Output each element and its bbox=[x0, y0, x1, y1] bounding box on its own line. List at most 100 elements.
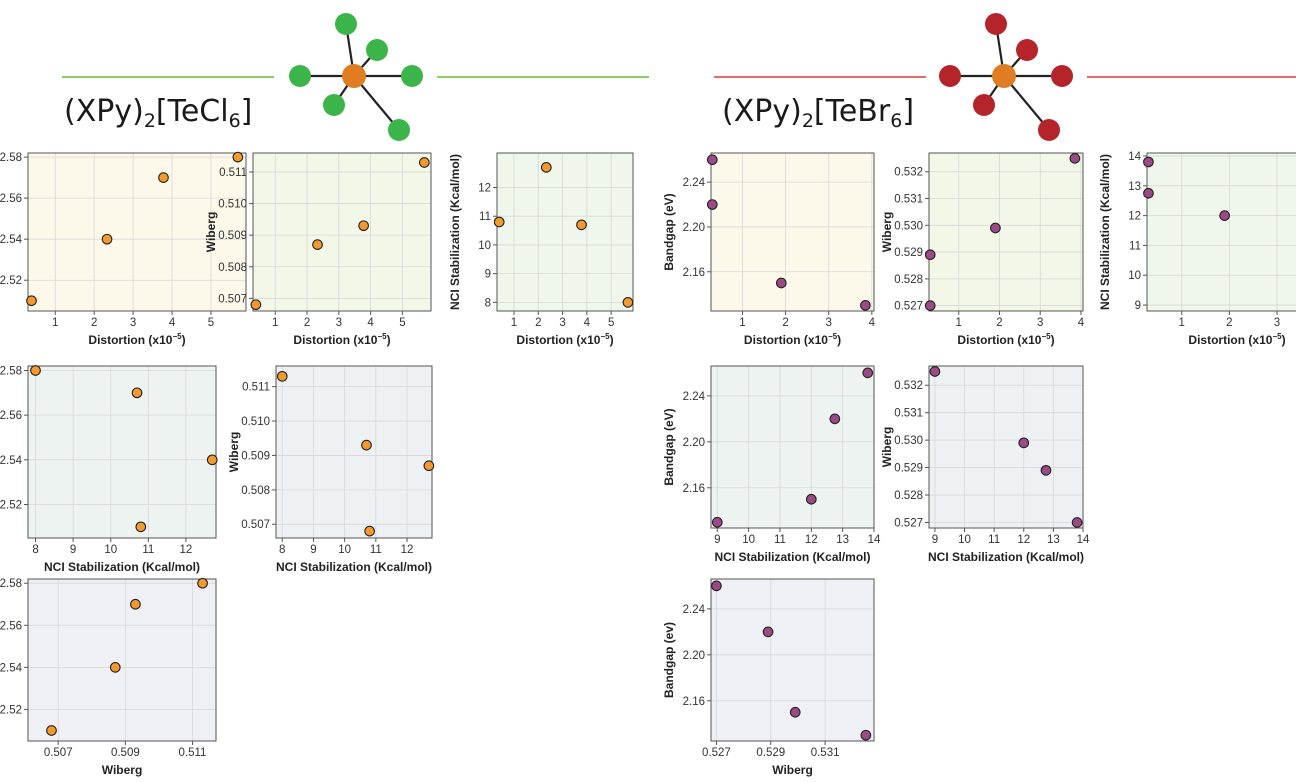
x-tick-label: 10 bbox=[742, 534, 755, 546]
y-tick-label: 2.54 bbox=[0, 455, 23, 467]
y-tick-label: 0.509 bbox=[241, 450, 270, 462]
data-point bbox=[312, 239, 323, 250]
y-tick-label: 0.530 bbox=[894, 435, 923, 447]
x-tick-label: 3 bbox=[336, 317, 342, 329]
data-point bbox=[101, 233, 113, 245]
x-tick-label: 11 bbox=[988, 534, 1000, 546]
y-tick-label: 2.54 bbox=[0, 234, 23, 246]
x-axis-label: Distortion (x10−5) bbox=[88, 332, 185, 347]
data-point bbox=[361, 439, 372, 451]
x-tick-label: 9 bbox=[70, 544, 76, 556]
data-point bbox=[158, 172, 169, 183]
y-tick-label: 14 bbox=[1128, 151, 1141, 163]
plot-frame bbox=[928, 365, 1084, 529]
x-tick-label: 14 bbox=[1077, 534, 1090, 546]
data-point bbox=[1219, 210, 1230, 221]
x-tick-label: 4 bbox=[367, 317, 374, 329]
x-tick-label: 13 bbox=[836, 534, 849, 546]
y-axis-label: NCI Stabilization (Kcal/mol) bbox=[1098, 154, 1112, 310]
x-tick-label: 10 bbox=[958, 534, 971, 546]
x-tick-label: 0.509 bbox=[111, 747, 140, 759]
y-tick-label: 2.56 bbox=[0, 193, 22, 205]
x-tick-label: 4 bbox=[584, 317, 591, 329]
y-tick-label: 8 bbox=[485, 297, 491, 309]
scatter-br-distortion-bandgap: 1 2 3 4 2.16 2.20 2.24 Distortion (x10−5) Bandga… bbox=[662, 152, 876, 347]
y-axis-label: Bandgap (eV) bbox=[662, 193, 676, 270]
y-tick-label: 2.52 bbox=[0, 275, 22, 287]
separator-line-left-2 bbox=[437, 76, 649, 78]
scatter-cl-wiberg-bandgap: 0.5070.5090.5112.522.542.562.58WibergBan… bbox=[0, 577, 217, 777]
x-axis-label: NCI Stabilization (Kcal/mol) bbox=[928, 550, 1084, 564]
scatter-cl-distortion-wiberg: 1 2 3 4 5 0.507 0.508 0.509 0.510 0.511 Distortion… bbox=[204, 152, 432, 347]
data-point bbox=[358, 220, 369, 232]
y-tick-label: 0.508 bbox=[218, 262, 247, 274]
plot-area bbox=[711, 366, 874, 528]
plot-frame bbox=[928, 152, 1084, 312]
x-tick-label: 8 bbox=[32, 544, 38, 556]
y-tick-label: 2.24 bbox=[683, 604, 706, 616]
x-axis-label: NCI Stabilization (Kcal/mol) bbox=[44, 560, 200, 574]
data-point bbox=[109, 662, 121, 673]
ligand-atom-0 bbox=[335, 13, 357, 35]
x-tick-label: 4 bbox=[1078, 317, 1085, 329]
y-tick-label: 2.20 bbox=[683, 222, 705, 234]
plot-frame bbox=[275, 365, 433, 539]
plot-frame bbox=[27, 578, 217, 742]
y-tick-label: 2.52 bbox=[0, 704, 22, 716]
ligand-atom-4 bbox=[973, 94, 995, 116]
plot-area bbox=[929, 366, 1083, 528]
x-tick-label: 11 bbox=[370, 544, 382, 556]
plot-frame bbox=[710, 365, 875, 529]
y-tick-label: 9 bbox=[1135, 300, 1141, 312]
plot-frame bbox=[710, 578, 875, 742]
ligand-atom-2 bbox=[401, 65, 423, 87]
x-tick-label: 2 bbox=[782, 317, 788, 329]
scatter-br-wiberg-bandgap: 0.527 0.529 0.531 2.16 2.20 2.24 Wiberg Bandgap… bbox=[662, 578, 875, 777]
y-tick-label: 12 bbox=[478, 182, 491, 194]
data-point bbox=[276, 370, 288, 382]
x-tick-label: 12 bbox=[401, 544, 414, 556]
x-tick-label: 10 bbox=[338, 544, 351, 556]
x-tick-label: 2 bbox=[91, 317, 97, 329]
x-tick-label: 3 bbox=[1274, 317, 1280, 329]
data-point bbox=[130, 598, 141, 610]
data-point bbox=[250, 299, 262, 311]
data-point bbox=[423, 460, 435, 472]
x-tick-label: 3 bbox=[559, 317, 565, 329]
x-tick-label: 9 bbox=[714, 534, 720, 546]
x-tick-label: 4 bbox=[869, 317, 876, 329]
x-axis-label: NCI Stabilization (Kcal/mol) bbox=[714, 550, 870, 564]
x-tick-label: 2 bbox=[996, 317, 1002, 329]
y-tick-label: 2.24 bbox=[683, 177, 706, 189]
data-point bbox=[540, 162, 552, 173]
x-tick-label: 2 bbox=[535, 317, 541, 329]
y-tick-label: 11 bbox=[1129, 240, 1141, 252]
data-point bbox=[829, 413, 841, 425]
data-point bbox=[789, 706, 801, 718]
x-tick-label: 11 bbox=[142, 544, 154, 556]
y-tick-label: 2.24 bbox=[683, 391, 706, 403]
scatter-cl-nci-bandgap: 8 9 10 11 12 2.52 2.54 2.56 2.58 NCI Stabilizatio… bbox=[0, 365, 218, 574]
data-point bbox=[805, 493, 817, 505]
y-tick-label: 0.529 bbox=[894, 463, 923, 475]
x-tick-label: 3 bbox=[1037, 317, 1043, 329]
y-tick-label: 2.58 bbox=[0, 365, 22, 377]
x-tick-label: 3 bbox=[826, 317, 832, 329]
data-point bbox=[1018, 437, 1030, 449]
data-point bbox=[711, 516, 723, 528]
x-tick-label: 12 bbox=[180, 544, 193, 556]
x-tick-label: 9 bbox=[310, 544, 316, 556]
x-tick-label: 0.507 bbox=[44, 747, 73, 759]
y-tick-label: 0.530 bbox=[894, 220, 923, 232]
x-tick-label: 12 bbox=[1017, 534, 1030, 546]
y-tick-label: 0.511 bbox=[242, 382, 270, 394]
data-point bbox=[26, 295, 37, 307]
x-tick-label: 0.511 bbox=[179, 747, 207, 759]
data-point bbox=[135, 521, 147, 533]
y-axis-label: Bandgap (ev) bbox=[662, 622, 676, 698]
data-point bbox=[493, 216, 505, 228]
y-tick-label: 0.509 bbox=[218, 230, 247, 242]
x-tick-label: 1 bbox=[511, 317, 517, 329]
scatter-cl-nci-wiberg: 8 9 10 11 12 0.507 0.508 0.509 0.510 0.511 NCI Sta… bbox=[227, 365, 435, 574]
